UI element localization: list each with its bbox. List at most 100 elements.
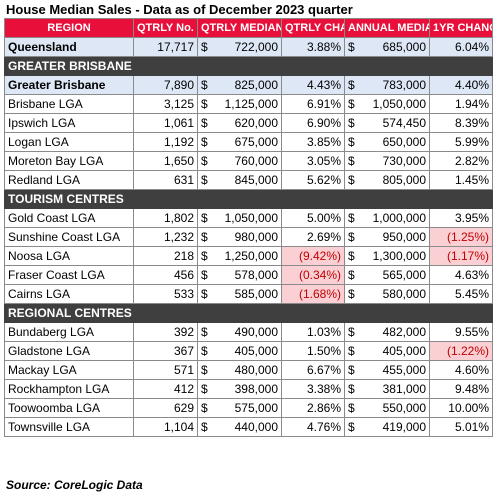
sales-cell: 1,650 xyxy=(133,151,198,171)
currency-symbol: $ xyxy=(201,77,208,92)
median-value: 585,000 xyxy=(234,286,278,301)
median-cell: $440,000 xyxy=(197,417,282,437)
table-row: Ipswich LGA 1,061 $620,000 6.90% $574,450 8.3… xyxy=(4,113,493,133)
region-cell: Redland LGA xyxy=(4,170,134,190)
currency-symbol: $ xyxy=(201,248,208,263)
currency-symbol: $ xyxy=(348,115,355,130)
median-cell: $578,000 xyxy=(197,265,282,285)
header-qtrly-change: QTRLY CHANGE xyxy=(281,18,345,38)
sales-cell: 1,802 xyxy=(133,208,198,228)
annual-value: 685,000 xyxy=(382,39,426,54)
region-cell: Gladstone LGA xyxy=(4,341,134,361)
region-cell: Gold Coast LGA xyxy=(4,208,134,228)
ychange-cell: 4.63% xyxy=(429,265,493,285)
annual-value: 455,000 xyxy=(382,362,426,377)
annual-value: 574,450 xyxy=(382,115,426,130)
ychange-cell: 3.95% xyxy=(429,208,493,228)
annual-cell: $574,450 xyxy=(344,113,430,133)
header-qtrly-sales: QTRLY No. SALES xyxy=(133,18,198,38)
median-value: 1,125,000 xyxy=(224,96,278,111)
queensland-row: Queensland 17,717 $722,000 3.88% $685,00… xyxy=(4,37,493,57)
sales-cell: 218 xyxy=(133,246,198,266)
annual-cell: $650,000 xyxy=(344,132,430,152)
currency-symbol: $ xyxy=(201,267,208,282)
sales-cell: 3,125 xyxy=(133,94,198,114)
table-row: Sunshine Coast LGA 1,232 $980,000 2.69% $950… xyxy=(4,227,493,247)
table-row: Fraser Coast LGA 456 $578,000 (0.34%) $565,0… xyxy=(4,265,493,285)
median-cell: $480,000 xyxy=(197,360,282,380)
median-cell: $620,000 xyxy=(197,113,282,133)
sales-cell: 1,104 xyxy=(133,417,198,437)
table-title: House Median Sales - Data as of December… xyxy=(6,2,353,17)
ychange-cell: 9.55% xyxy=(429,322,493,342)
currency-symbol: $ xyxy=(348,267,355,282)
currency-symbol: $ xyxy=(348,210,355,225)
currency-symbol: $ xyxy=(201,210,208,225)
section-row-greater-brisbane: GREATER BRISBANE xyxy=(4,56,493,76)
median-cell: $1,125,000 xyxy=(197,94,282,114)
ychange-cell: 9.48% xyxy=(429,379,493,399)
ychange-cell: 4.60% xyxy=(429,360,493,380)
section-label: GREATER BRISBANE xyxy=(4,56,493,76)
currency-symbol: $ xyxy=(201,229,208,244)
sales-cell: 7,890 xyxy=(133,75,198,95)
ychange-cell: 5.01% xyxy=(429,417,493,437)
median-cell: $585,000 xyxy=(197,284,282,304)
sales-cell: 412 xyxy=(133,379,198,399)
annual-cell: $550,000 xyxy=(344,398,430,418)
annual-cell: $482,000 xyxy=(344,322,430,342)
table-row: Noosa LGA 218 $1,250,000 (9.42%) $1,300,000(… xyxy=(4,246,493,266)
qchange-cell: 1.50% xyxy=(281,341,345,361)
currency-symbol: $ xyxy=(201,324,208,339)
region-cell: Sunshine Coast LGA xyxy=(4,227,134,247)
ychange-cell: (1.22%) xyxy=(429,341,493,361)
median-value: 1,250,000 xyxy=(224,248,278,263)
sales-cell: 629 xyxy=(133,398,198,418)
median-cell: $722,000 xyxy=(197,37,282,57)
median-cell: $1,250,000 xyxy=(197,246,282,266)
annual-value: 1,050,000 xyxy=(372,96,426,111)
section-label: TOURISM CENTRES xyxy=(4,189,493,209)
currency-symbol: $ xyxy=(348,286,355,301)
annual-value: 730,000 xyxy=(382,153,426,168)
region-cell: Bundaberg LGA xyxy=(4,322,134,342)
annual-value: 1,300,000 xyxy=(372,248,426,263)
table-row: Rockhampton LGA 412 $398,000 3.38% $381,000 9… xyxy=(4,379,493,399)
median-value: 405,000 xyxy=(234,343,278,358)
table-row: Gladstone LGA 367 $405,000 1.50% $405,000 (1.… xyxy=(4,341,493,361)
header-1yr-change: 1YR CHANGE xyxy=(429,18,493,38)
ychange-cell: 2.82% xyxy=(429,151,493,171)
annual-value: 565,000 xyxy=(382,267,426,282)
annual-cell: $1,050,000 xyxy=(344,94,430,114)
qchange-cell: 2.86% xyxy=(281,398,345,418)
sales-cell: 392 xyxy=(133,322,198,342)
currency-symbol: $ xyxy=(201,39,208,54)
median-value: 440,000 xyxy=(234,419,278,434)
annual-cell: $455,000 xyxy=(344,360,430,380)
table-row: Toowoomba LGA 629 $575,000 2.86% $550,000 10.… xyxy=(4,398,493,418)
ychange-cell: (1.17%) xyxy=(429,246,493,266)
median-cell: $675,000 xyxy=(197,132,282,152)
median-cell: $490,000 xyxy=(197,322,282,342)
median-value: 578,000 xyxy=(234,267,278,282)
qchange-cell: 5.62% xyxy=(281,170,345,190)
table-row: Cairns LGA 533 $585,000 (1.68%) $580,000 5.45… xyxy=(4,284,493,304)
region-cell: Logan LGA xyxy=(4,132,134,152)
ychange-cell: 5.45% xyxy=(429,284,493,304)
ychange-cell: 10.00% xyxy=(429,398,493,418)
currency-symbol: $ xyxy=(201,286,208,301)
median-cell: $980,000 xyxy=(197,227,282,247)
currency-symbol: $ xyxy=(348,248,355,263)
annual-value: 580,000 xyxy=(382,286,426,301)
region-cell: Brisbane LGA xyxy=(4,94,134,114)
region-cell: Toowoomba LGA xyxy=(4,398,134,418)
qchange-cell: 4.43% xyxy=(281,75,345,95)
annual-value: 950,000 xyxy=(382,229,426,244)
median-value: 760,000 xyxy=(234,153,278,168)
currency-symbol: $ xyxy=(348,419,355,434)
annual-value: 381,000 xyxy=(382,381,426,396)
qchange-cell: 3.05% xyxy=(281,151,345,171)
ychange-cell: 1.94% xyxy=(429,94,493,114)
tourism-rows: Gold Coast LGA 1,802 $1,050,000 5.00% $1,000… xyxy=(4,208,493,304)
brisbane-rows: Brisbane LGA 3,125 $1,125,000 6.91% $1,050,0… xyxy=(4,94,493,190)
